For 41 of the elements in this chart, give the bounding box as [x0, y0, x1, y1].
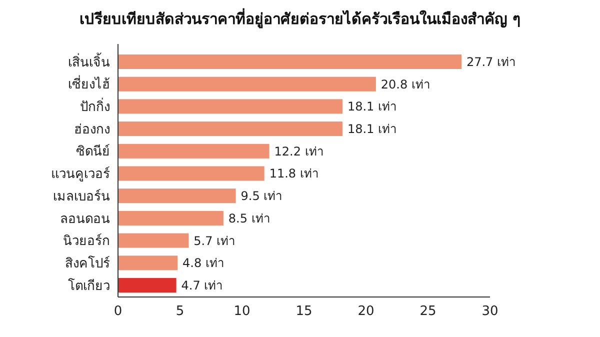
x-tick-label: 20	[358, 304, 374, 319]
data-label: 5.7 เท่า	[194, 234, 236, 248]
y-tick-label: นิวยอร์ก	[63, 233, 110, 250]
y-tick-label: ฮ่องกง	[74, 122, 110, 138]
data-label: 18.1 เท่า	[347, 100, 397, 114]
bar	[118, 144, 270, 158]
chart-title: เปรียบเทียบสัดส่วนราคาที่อยู่อาศัยต่อรายได้ครัวเรือนในเมืองสำคัญ ๆ	[79, 8, 521, 29]
data-label: 12.2 เท่า	[274, 144, 324, 158]
data-label: 18.1 เท่า	[347, 122, 397, 136]
bar	[118, 76, 376, 92]
data-label: 9.5 เท่า	[240, 189, 283, 204]
y-tick-label: แวนคูเวอร์	[51, 166, 110, 182]
data-label: 11.8 เท่า	[269, 166, 319, 181]
y-tick-label: ซิดนีย์	[76, 144, 110, 160]
x-tick-label: 30	[482, 304, 498, 319]
data-label: 8.5 เท่า	[228, 211, 270, 226]
y-tick-label: เซี่ยงไฮ้	[68, 76, 110, 93]
data-label: 4.7 เท่า	[181, 278, 224, 292]
y-tick-label: เสิ่นเจิ้น	[68, 52, 110, 70]
bar	[118, 256, 178, 270]
bar	[118, 99, 342, 114]
data-label: 4.8 เท่า	[182, 256, 224, 270]
x-tick-label: 0	[114, 304, 122, 319]
data-label: 27.7 เท่า	[466, 54, 516, 69]
x-tick-label: 5	[176, 304, 184, 319]
x-tick-label: 10	[234, 304, 250, 319]
data-label: 20.8 เท่า	[380, 77, 430, 92]
y-tick-label: โตเกียว	[68, 278, 110, 294]
y-tick-label: สิงคโปร์	[65, 255, 110, 272]
y-tick-label: ลอนดอน	[60, 212, 110, 227]
bar	[118, 278, 176, 293]
x-tick-label: 15	[296, 304, 312, 319]
bar	[118, 166, 264, 181]
bar	[118, 188, 236, 204]
y-tick-label: เมลเบอร์น	[53, 188, 110, 204]
bar	[118, 122, 342, 136]
x-tick-label: 25	[420, 304, 436, 319]
bar	[118, 54, 462, 69]
bar	[118, 233, 189, 248]
bar	[118, 210, 224, 226]
y-tick-label: ปักกิ่ง	[80, 98, 110, 115]
